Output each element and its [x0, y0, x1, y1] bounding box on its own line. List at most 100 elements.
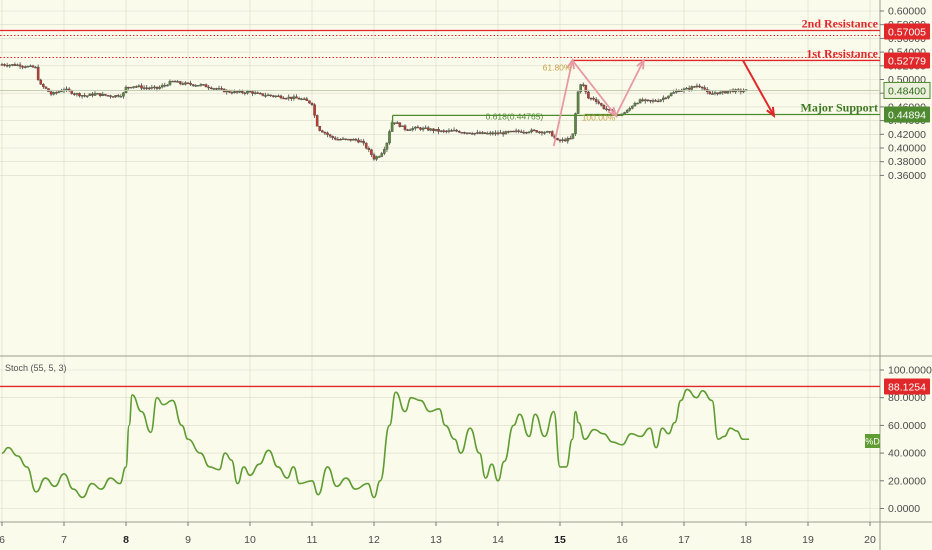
candle-body — [476, 132, 479, 134]
candle-body — [202, 84, 205, 86]
candle-body — [176, 81, 179, 83]
candle-body — [297, 98, 301, 100]
candle-body — [119, 96, 123, 98]
candle-body — [129, 86, 133, 89]
candle-body — [364, 142, 368, 149]
fib-arrow-leg-b — [571, 59, 617, 117]
candle-body — [171, 80, 174, 83]
candle-body — [548, 131, 551, 133]
candle-body — [718, 92, 722, 95]
x-tick-label: 12 — [368, 534, 380, 546]
candle-body — [207, 86, 210, 89]
candle-body — [282, 97, 285, 100]
fib-arrow-leg-a — [552, 60, 574, 147]
candle-body — [140, 85, 143, 89]
candle-body — [496, 132, 500, 134]
x-tick-label: 19 — [802, 534, 814, 546]
candle-body — [543, 132, 546, 134]
candle-body — [23, 66, 27, 68]
y-tick-label: 0.0000 — [888, 503, 920, 515]
stoch-overbought-badge: 88.1254 — [888, 381, 926, 393]
candle-body — [209, 87, 213, 90]
candle-body — [724, 91, 727, 94]
candle-body — [602, 105, 606, 109]
candle-body — [60, 90, 63, 93]
candle-body — [16, 64, 19, 67]
candle-body — [135, 86, 138, 88]
candle-body — [403, 125, 407, 130]
major-support-label: Major Support — [801, 100, 878, 114]
candle-body — [96, 93, 99, 95]
candle-body — [669, 93, 673, 97]
candle-body — [111, 96, 115, 98]
candle-body — [535, 130, 539, 133]
candle-body — [494, 132, 497, 135]
candle-body — [13, 64, 17, 66]
candle-body — [315, 115, 319, 127]
candle-body — [116, 95, 120, 97]
candle-body — [491, 132, 495, 135]
candle-body — [284, 98, 288, 100]
candle-body — [664, 97, 668, 100]
candle-body — [512, 130, 515, 133]
candle-body — [292, 96, 296, 99]
candle-body — [302, 98, 306, 101]
candle-body — [651, 100, 655, 102]
candle-body — [240, 90, 244, 93]
candle-body — [693, 86, 696, 88]
candle-body — [643, 99, 647, 102]
x-tick-label: 13 — [430, 534, 442, 546]
candle-body — [514, 130, 518, 132]
candle-body — [677, 90, 681, 93]
x-tick-label: 10 — [244, 534, 256, 546]
fib-label-61-8: 61.80% — [543, 62, 572, 72]
candle-body — [145, 87, 148, 89]
candle-body — [326, 132, 329, 135]
y-tick-label: 20.0000 — [888, 475, 926, 487]
candle-body — [687, 87, 691, 90]
candle-body — [295, 96, 298, 99]
candle-body — [439, 130, 443, 132]
candle-body — [359, 140, 363, 143]
candle-body — [419, 127, 422, 130]
candle-body — [393, 122, 396, 124]
projection-arrow-head — [766, 106, 776, 119]
candle-body — [70, 90, 74, 94]
candle-body — [264, 95, 267, 97]
projection-arrow — [742, 59, 775, 117]
candle-body — [215, 88, 218, 90]
candle-body — [150, 87, 154, 89]
candle-body — [243, 92, 247, 94]
candle-body — [421, 127, 425, 130]
candle-body — [731, 89, 735, 93]
candle-body — [587, 91, 590, 99]
candle-body — [742, 90, 745, 93]
candle-body — [163, 84, 167, 87]
candle-body — [667, 95, 670, 99]
y-tick-label: 60.0000 — [888, 420, 926, 432]
candle-body — [455, 129, 458, 132]
candle-body — [460, 132, 464, 134]
candle-body — [558, 139, 562, 142]
candle-body — [584, 84, 588, 93]
candle-body — [545, 131, 549, 133]
candle-body — [566, 138, 570, 142]
candle-body — [463, 132, 466, 134]
candle-body — [571, 133, 575, 139]
candle-body — [251, 91, 254, 94]
candle-body — [199, 84, 203, 86]
candle-body — [261, 93, 265, 96]
candle-body — [228, 90, 231, 93]
candle-body — [147, 87, 151, 90]
y-tick-label: 0.40000 — [888, 143, 926, 155]
candle-body — [499, 132, 502, 134]
candle-body — [132, 86, 136, 88]
candle-body — [411, 128, 415, 130]
candle-body — [589, 97, 593, 100]
candle-body — [367, 148, 371, 150]
x-tick-label: 11 — [307, 534, 318, 546]
candle-body — [91, 93, 94, 96]
candle-body — [540, 131, 544, 134]
